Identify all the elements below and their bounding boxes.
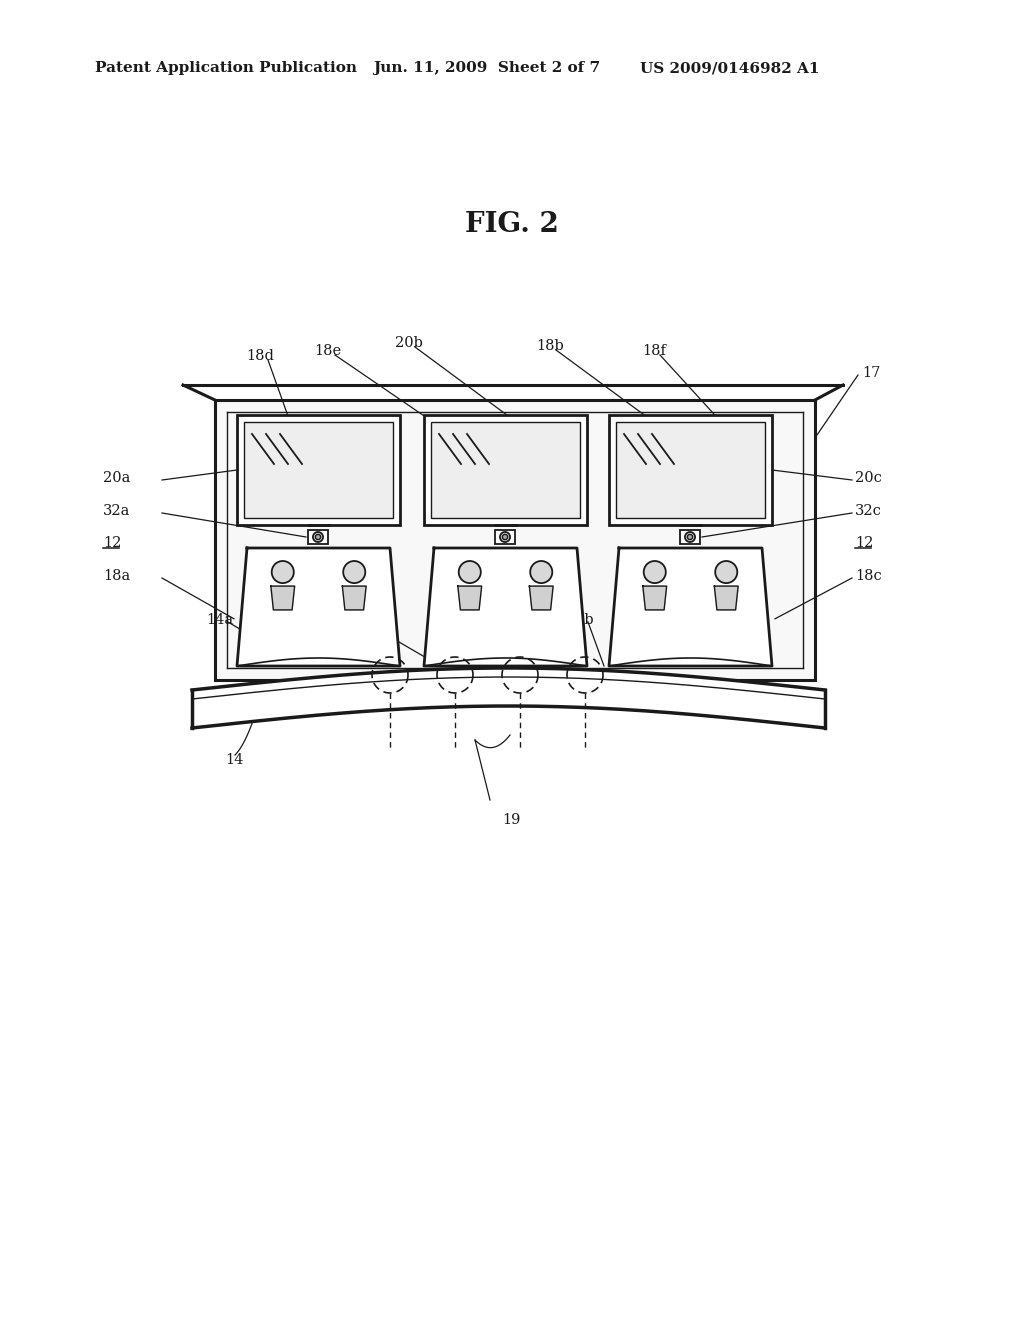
Text: 12: 12 xyxy=(855,536,873,550)
Polygon shape xyxy=(458,586,481,610)
Text: Jun. 11, 2009  Sheet 2 of 7: Jun. 11, 2009 Sheet 2 of 7 xyxy=(373,61,600,75)
Bar xyxy=(495,531,515,544)
Text: 20c: 20c xyxy=(855,471,882,484)
Text: 20a: 20a xyxy=(103,471,130,484)
Bar xyxy=(616,422,765,517)
Polygon shape xyxy=(271,586,295,610)
Circle shape xyxy=(315,535,321,540)
Bar xyxy=(237,414,400,525)
Text: FIG. 2: FIG. 2 xyxy=(465,211,559,239)
Circle shape xyxy=(459,561,481,583)
Text: 18c: 18c xyxy=(855,569,882,583)
Text: 18d: 18d xyxy=(246,348,274,363)
Circle shape xyxy=(313,532,323,543)
Circle shape xyxy=(687,535,692,540)
Text: 32a: 32a xyxy=(103,504,130,517)
Circle shape xyxy=(343,561,366,583)
Text: 18a: 18a xyxy=(103,569,130,583)
Circle shape xyxy=(685,532,695,543)
Polygon shape xyxy=(609,548,772,667)
Circle shape xyxy=(715,561,737,583)
Circle shape xyxy=(271,561,294,583)
Bar xyxy=(308,531,329,544)
Text: Patent Application Publication: Patent Application Publication xyxy=(95,61,357,75)
Text: 32b: 32b xyxy=(345,615,373,630)
Text: 18f: 18f xyxy=(642,345,666,358)
Text: 14c: 14c xyxy=(638,612,665,627)
Text: 19: 19 xyxy=(502,813,520,828)
Text: 12: 12 xyxy=(103,536,122,550)
Text: US 2009/0146982 A1: US 2009/0146982 A1 xyxy=(640,61,819,75)
Polygon shape xyxy=(643,586,667,610)
Circle shape xyxy=(530,561,552,583)
Text: 18b: 18b xyxy=(537,339,564,352)
Bar xyxy=(424,414,587,525)
Text: 14b: 14b xyxy=(566,612,594,627)
Circle shape xyxy=(503,535,508,540)
Bar xyxy=(431,422,580,517)
Text: 32c: 32c xyxy=(855,504,882,517)
Text: 18e: 18e xyxy=(314,345,342,358)
Bar xyxy=(244,422,393,517)
Polygon shape xyxy=(237,548,400,667)
Bar xyxy=(680,531,700,544)
Text: 20b: 20b xyxy=(395,337,423,350)
Text: 14: 14 xyxy=(225,752,244,767)
Text: 17: 17 xyxy=(862,366,881,380)
Polygon shape xyxy=(715,586,738,610)
Bar xyxy=(215,400,815,680)
Text: 14a: 14a xyxy=(206,612,233,627)
Polygon shape xyxy=(529,586,553,610)
Polygon shape xyxy=(424,548,587,667)
Polygon shape xyxy=(342,586,367,610)
Circle shape xyxy=(644,561,666,583)
Bar xyxy=(609,414,772,525)
Circle shape xyxy=(500,532,510,543)
